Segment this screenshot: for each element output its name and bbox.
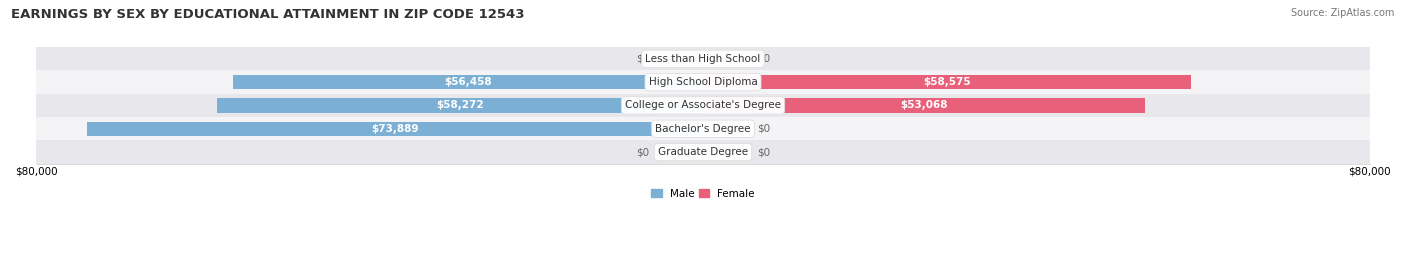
Text: $0: $0 [758,54,770,64]
Bar [37,117,1369,140]
Bar [87,121,703,136]
Text: $58,575: $58,575 [924,77,972,87]
Bar [661,51,703,66]
Text: $53,068: $53,068 [900,100,948,110]
Bar [37,140,1369,164]
Text: $58,272: $58,272 [436,100,484,110]
Text: $56,458: $56,458 [444,77,492,87]
Bar [703,75,1191,89]
Bar [37,94,1369,117]
Bar [703,51,745,66]
Text: High School Diploma: High School Diploma [648,77,758,87]
Text: Less than High School: Less than High School [645,54,761,64]
Bar [703,145,745,159]
Text: Source: ZipAtlas.com: Source: ZipAtlas.com [1291,8,1395,18]
Text: College or Associate's Degree: College or Associate's Degree [626,100,780,110]
Legend: Male, Female: Male, Female [647,184,759,203]
Bar [37,70,1369,94]
Bar [703,121,745,136]
Text: Bachelor's Degree: Bachelor's Degree [655,124,751,134]
Bar [232,75,703,89]
Bar [661,145,703,159]
Text: $0: $0 [758,147,770,157]
Bar [703,98,1146,113]
Text: Graduate Degree: Graduate Degree [658,147,748,157]
Bar [37,47,1369,70]
Text: EARNINGS BY SEX BY EDUCATIONAL ATTAINMENT IN ZIP CODE 12543: EARNINGS BY SEX BY EDUCATIONAL ATTAINMEN… [11,8,524,21]
Bar [218,98,703,113]
Text: $0: $0 [636,54,648,64]
Text: $0: $0 [636,147,648,157]
Text: $0: $0 [758,124,770,134]
Text: $73,889: $73,889 [371,124,419,134]
